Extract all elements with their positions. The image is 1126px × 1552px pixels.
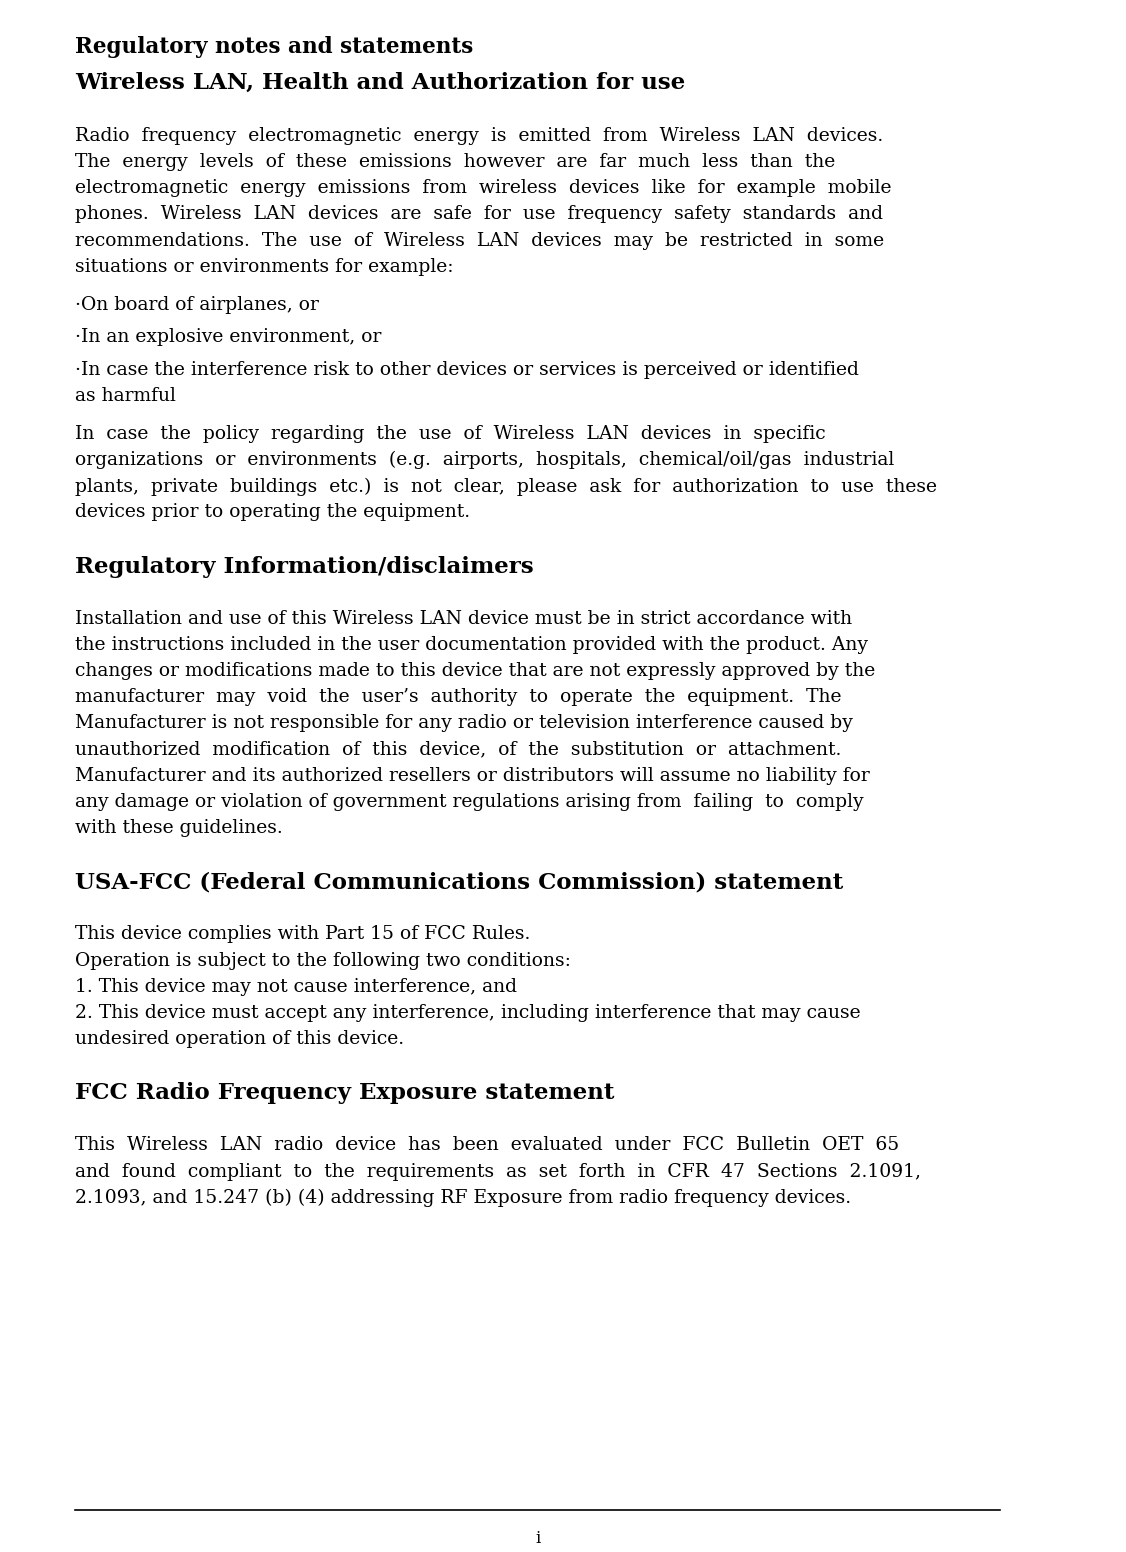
Text: unauthorized  modification  of  this  device,  of  the  substitution  or  attach: unauthorized modification of this device… [75,740,841,759]
Text: manufacturer  may  void  the  user’s  authority  to  operate  the  equipment.  T: manufacturer may void the user’s authori… [75,689,842,706]
Text: ·In case the interference risk to other devices or services is perceived or iden: ·In case the interference risk to other … [75,360,859,379]
Text: 1. This device may not cause interference, and: 1. This device may not cause interferenc… [75,978,517,995]
Text: Manufacturer and its authorized resellers or distributors will assume no liabili: Manufacturer and its authorized reseller… [75,767,870,785]
Text: Installation and use of this Wireless LAN device must be in strict accordance wi: Installation and use of this Wireless LA… [75,610,852,629]
Text: phones.  Wireless  LAN  devices  are  safe  for  use  frequency  safety  standar: phones. Wireless LAN devices are safe fo… [75,205,883,223]
Text: organizations  or  environments  (e.g.  airports,  hospitals,  chemical/oil/gas : organizations or environments (e.g. airp… [75,452,894,470]
Text: as harmful: as harmful [75,386,176,405]
Text: Regulatory Information/disclaimers: Regulatory Information/disclaimers [75,556,534,577]
Text: FCC Radio Frequency Exposure statement: FCC Radio Frequency Exposure statement [75,1082,615,1103]
Text: 2. This device must accept any interference, including interference that may cau: 2. This device must accept any interfere… [75,1004,861,1021]
Text: the instructions included in the user documentation provided with the product. A: the instructions included in the user do… [75,636,868,655]
Text: undesired operation of this device.: undesired operation of this device. [75,1029,404,1048]
Text: USA-FCC (Federal Communications Commission) statement: USA-FCC (Federal Communications Commissi… [75,871,843,892]
Text: In  case  the  policy  regarding  the  use  of  Wireless  LAN  devices  in  spec: In case the policy regarding the use of … [75,425,825,444]
Text: i: i [535,1530,540,1547]
Text: and  found  compliant  to  the  requirements  as  set  forth  in  CFR  47  Secti: and found compliant to the requirements … [75,1162,921,1181]
Text: Operation is subject to the following two conditions:: Operation is subject to the following tw… [75,951,571,970]
Text: plants,  private  buildings  etc.)  is  not  clear,  please  ask  for  authoriza: plants, private buildings etc.) is not c… [75,478,937,495]
Text: with these guidelines.: with these guidelines. [75,819,283,837]
Text: devices prior to operating the equipment.: devices prior to operating the equipment… [75,503,471,521]
Text: electromagnetic  energy  emissions  from  wireless  devices  like  for  example : electromagnetic energy emissions from wi… [75,180,892,197]
Text: This device complies with Part 15 of FCC Rules.: This device complies with Part 15 of FCC… [75,925,530,944]
Text: 2.1093, and 15.247 (b) (4) addressing RF Exposure from radio frequency devices.: 2.1093, and 15.247 (b) (4) addressing RF… [75,1189,851,1207]
Text: Wireless LAN, Health and Authorization for use: Wireless LAN, Health and Authorization f… [75,71,686,93]
Text: ·On board of airplanes, or: ·On board of airplanes, or [75,296,319,314]
Text: changes or modifications made to this device that are not expressly approved by : changes or modifications made to this de… [75,663,876,680]
Text: Manufacturer is not responsible for any radio or television interference caused : Manufacturer is not responsible for any … [75,714,854,733]
Text: Radio  frequency  electromagnetic  energy  is  emitted  from  Wireless  LAN  dev: Radio frequency electromagnetic energy i… [75,127,884,146]
Text: any damage or violation of government regulations arising from  failing  to  com: any damage or violation of government re… [75,793,864,810]
Text: situations or environments for example:: situations or environments for example: [75,258,454,276]
Text: ·In an explosive environment, or: ·In an explosive environment, or [75,329,382,346]
Text: This  Wireless  LAN  radio  device  has  been  evaluated  under  FCC  Bulletin  : This Wireless LAN radio device has been … [75,1136,900,1155]
Text: recommendations.  The  use  of  Wireless  LAN  devices  may  be  restricted  in : recommendations. The use of Wireless LAN… [75,231,884,250]
Text: Regulatory notes and statements: Regulatory notes and statements [75,36,474,57]
Text: The  energy  levels  of  these  emissions  however  are  far  much  less  than  : The energy levels of these emissions how… [75,154,835,171]
